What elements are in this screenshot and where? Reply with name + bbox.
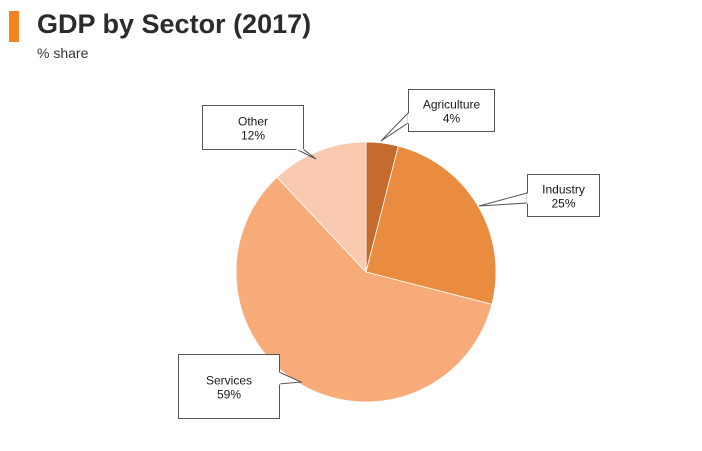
slice-value-label: 59%	[217, 388, 241, 402]
callout-pointer	[380, 111, 409, 142]
slice-value-label: 12%	[241, 129, 265, 143]
chart-subtitle: % share	[37, 45, 89, 61]
slice-label: Industry	[542, 183, 585, 197]
chart-title: GDP by Sector (2017)	[37, 9, 312, 39]
callout-pointer	[478, 192, 528, 207]
pie-slice-other	[276, 141, 367, 274]
callout-box	[202, 105, 304, 150]
callout-box	[178, 354, 280, 419]
callout-box	[408, 89, 495, 132]
slice-value-label: 4%	[443, 112, 461, 126]
pie-slice-industry	[365, 145, 497, 305]
slice-label: Services	[206, 374, 252, 388]
slice-value-label: 25%	[551, 197, 575, 211]
slice-label: Agriculture	[423, 98, 481, 112]
pie-slices	[235, 141, 497, 403]
pie-slice-services	[235, 176, 493, 403]
title-accent-bar	[9, 11, 19, 42]
slice-label: Other	[238, 115, 268, 129]
